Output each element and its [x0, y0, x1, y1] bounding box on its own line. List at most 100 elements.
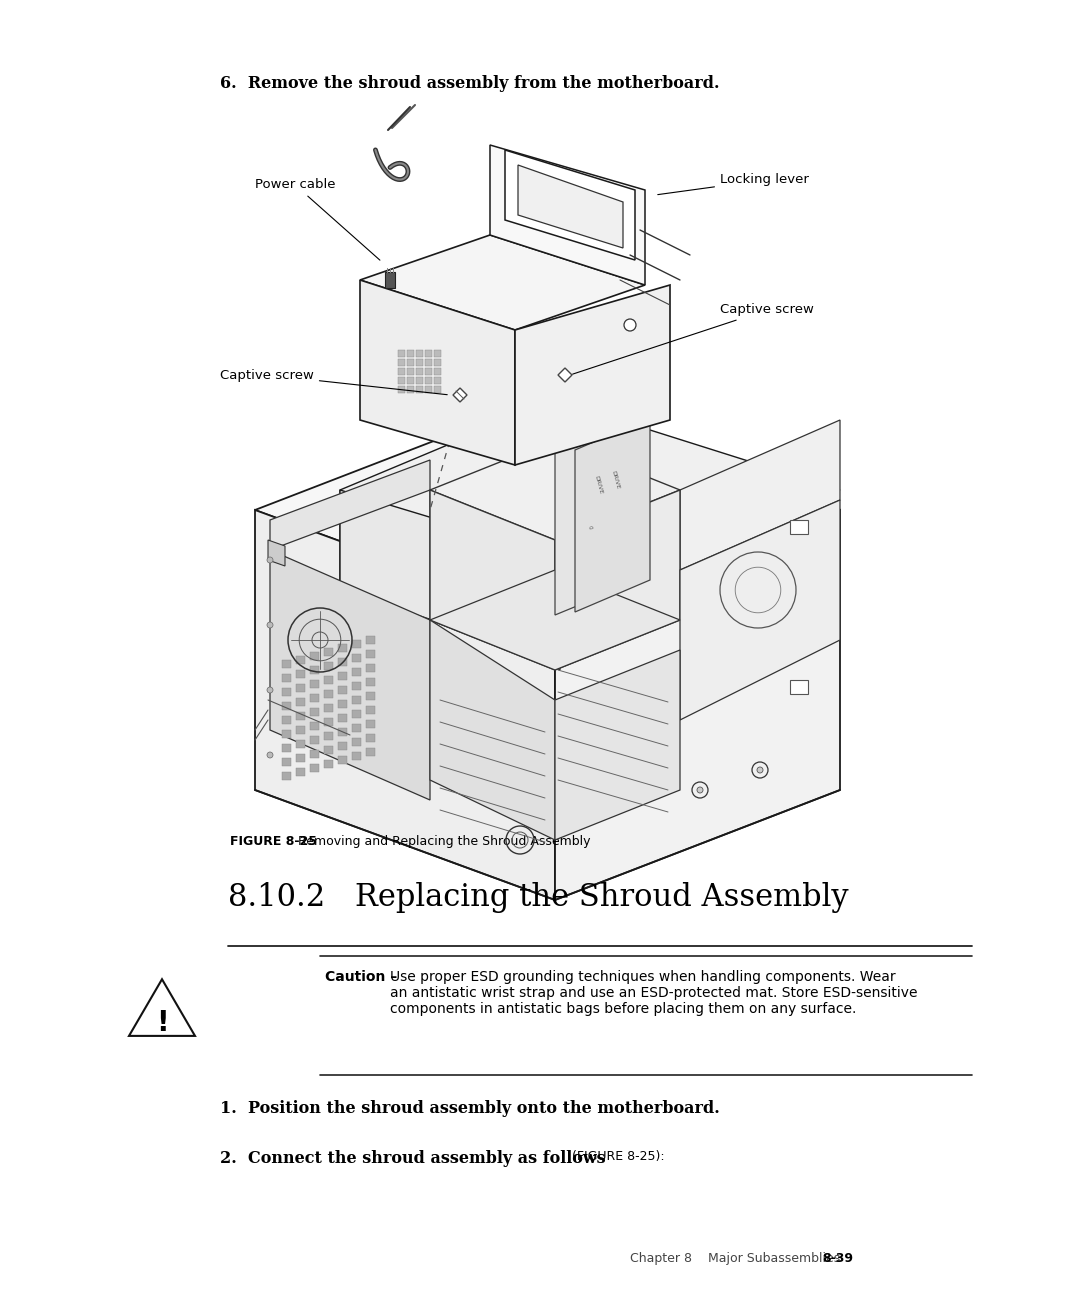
Bar	[399, 386, 405, 393]
Bar	[338, 728, 347, 736]
Bar	[338, 686, 347, 693]
Text: Chapter 8    Major Subassemblies: Chapter 8 Major Subassemblies	[630, 1252, 856, 1265]
Bar	[366, 721, 375, 728]
Bar	[282, 688, 291, 696]
Bar	[310, 722, 319, 730]
Bar	[352, 737, 361, 746]
Polygon shape	[505, 150, 635, 260]
Circle shape	[267, 687, 273, 693]
Text: 6.  Remove the shroud assembly from the motherboard.: 6. Remove the shroud assembly from the m…	[220, 75, 719, 92]
Text: Captive screw: Captive screw	[572, 303, 814, 375]
Bar	[352, 640, 361, 648]
Bar	[282, 744, 291, 752]
Bar	[282, 772, 291, 780]
Polygon shape	[515, 285, 670, 465]
Bar	[426, 359, 432, 365]
Polygon shape	[340, 400, 840, 660]
Bar	[426, 350, 432, 356]
Text: Removing and Replacing the Shroud Assembly: Removing and Replacing the Shroud Assemb…	[298, 835, 591, 848]
Text: 8.10.2: 8.10.2	[228, 883, 325, 912]
Text: DRIVE: DRIVE	[593, 476, 603, 495]
Bar	[366, 678, 375, 686]
Polygon shape	[360, 280, 515, 465]
Bar	[434, 350, 441, 356]
Text: 8-39: 8-39	[822, 1252, 853, 1265]
Text: !: !	[156, 1010, 168, 1037]
Bar	[352, 752, 361, 759]
Bar	[366, 651, 375, 658]
Polygon shape	[430, 441, 680, 540]
Bar	[407, 377, 414, 384]
Bar	[434, 386, 441, 393]
Text: Use proper ESD grounding techniques when handling components. Wear
an antistatic: Use proper ESD grounding techniques when…	[390, 969, 918, 1016]
Bar	[282, 730, 291, 737]
Polygon shape	[575, 419, 650, 612]
Bar	[338, 658, 347, 666]
Polygon shape	[518, 165, 623, 248]
Bar	[434, 377, 441, 384]
Bar	[310, 652, 319, 660]
Bar	[296, 656, 305, 664]
Bar	[282, 758, 291, 766]
Polygon shape	[490, 145, 645, 285]
Text: Captive screw: Captive screw	[220, 368, 447, 395]
Bar	[296, 769, 305, 776]
Bar	[366, 692, 375, 700]
Bar	[399, 359, 405, 365]
Bar	[407, 359, 414, 365]
Bar	[407, 350, 414, 356]
Bar	[366, 636, 375, 644]
Bar	[296, 740, 305, 748]
Bar	[407, 368, 414, 375]
Bar	[352, 724, 361, 732]
Bar	[324, 704, 333, 712]
Circle shape	[267, 622, 273, 629]
Bar	[352, 682, 361, 689]
Text: FIGURE 8-25: FIGURE 8-25	[230, 835, 318, 848]
Bar	[789, 520, 808, 534]
Bar	[366, 664, 375, 673]
Polygon shape	[270, 550, 430, 800]
Bar	[324, 718, 333, 726]
Bar	[296, 684, 305, 692]
Text: 1.  Position the shroud assembly onto the motherboard.: 1. Position the shroud assembly onto the…	[220, 1100, 719, 1117]
Bar	[338, 756, 347, 765]
Bar	[434, 368, 441, 375]
Bar	[399, 377, 405, 384]
Polygon shape	[255, 511, 555, 899]
Polygon shape	[340, 490, 555, 660]
Bar	[338, 673, 347, 680]
Polygon shape	[555, 511, 840, 899]
Text: Power cable: Power cable	[255, 179, 380, 260]
Bar	[324, 689, 333, 699]
Polygon shape	[453, 388, 467, 402]
Bar	[282, 674, 291, 682]
Bar	[324, 759, 333, 769]
Polygon shape	[680, 500, 840, 721]
Polygon shape	[360, 235, 645, 330]
Bar	[282, 715, 291, 724]
Bar	[366, 706, 375, 714]
Polygon shape	[680, 420, 840, 570]
Bar	[296, 699, 305, 706]
Bar	[407, 386, 414, 393]
Bar	[416, 386, 423, 393]
Bar	[416, 368, 423, 375]
Bar	[310, 680, 319, 688]
Circle shape	[267, 557, 273, 562]
Circle shape	[697, 787, 703, 793]
Bar	[426, 386, 432, 393]
Bar	[789, 680, 808, 693]
Polygon shape	[430, 619, 555, 840]
Text: DRIVE: DRIVE	[610, 470, 620, 490]
Circle shape	[624, 319, 636, 330]
Text: (FIGURE 8-25):: (FIGURE 8-25):	[572, 1150, 664, 1163]
Text: Locking lever: Locking lever	[658, 174, 809, 194]
Bar	[338, 700, 347, 708]
Bar	[324, 662, 333, 670]
Polygon shape	[430, 490, 561, 670]
Polygon shape	[129, 980, 195, 1036]
Polygon shape	[555, 651, 680, 840]
Bar	[324, 732, 333, 740]
Bar	[352, 654, 361, 662]
